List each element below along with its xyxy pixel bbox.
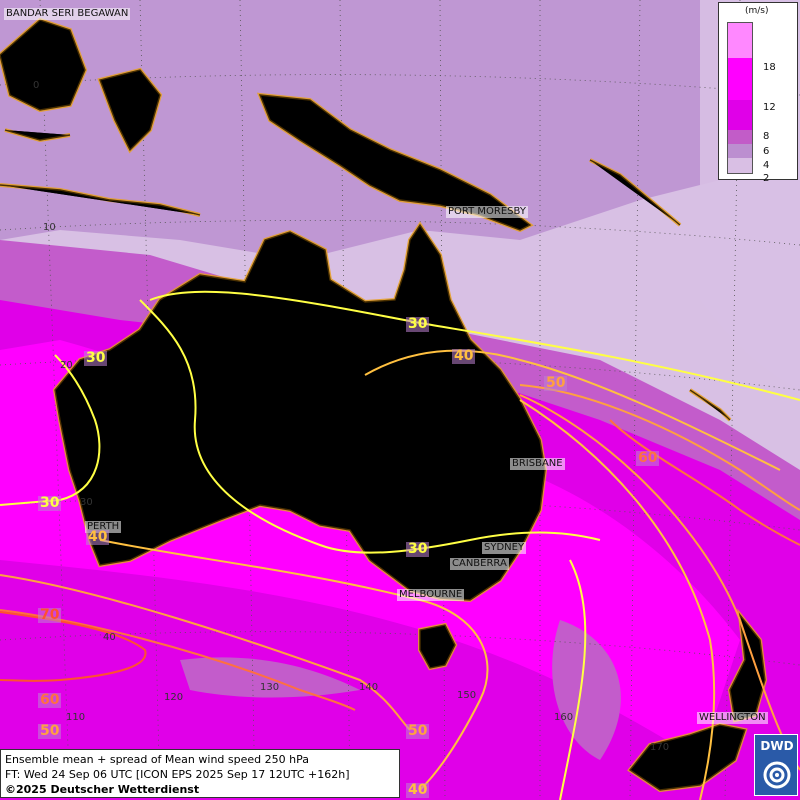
- isotach-30-west: [139, 299, 601, 554]
- lon-label-170: 170: [650, 742, 670, 753]
- legend-tick: 8: [763, 131, 770, 142]
- map-footer: Ensemble mean + spread of Mean wind spee…: [0, 749, 400, 798]
- lon-label-110: 110: [66, 712, 86, 723]
- lon-label-120: 120: [164, 692, 184, 703]
- legend-swatch: [727, 130, 753, 144]
- lat-label-0: 0: [33, 80, 40, 91]
- map-title: Ensemble mean + spread of Mean wind spee…: [5, 753, 309, 766]
- isotach-label-70: 70: [38, 607, 62, 623]
- isotach-50-east: [519, 394, 800, 771]
- isotach-label-40: 40: [452, 348, 476, 364]
- isotach-30-south: [559, 559, 587, 800]
- lat-label-20: 20: [60, 360, 73, 371]
- isotach-40-mid: [99, 539, 489, 791]
- city-canberra: CANBERRA: [450, 558, 509, 570]
- legend-unit: (m/s): [745, 6, 769, 16]
- isotach-label-30: 30: [406, 541, 430, 557]
- logo-text: DWD: [760, 739, 794, 753]
- isotach-label-40: 40: [406, 782, 430, 798]
- forecast-time: FT: Wed 24 Sep 06 UTC [ICON EPS 2025 Sep…: [5, 768, 350, 781]
- copyright: ©2025 Deutscher Wetterdienst: [5, 783, 200, 796]
- isotach-50-west: [0, 574, 411, 731]
- dwd-logo: DWD: [754, 734, 798, 796]
- lon-label-150: 150: [457, 690, 477, 701]
- legend-swatch: [727, 22, 753, 59]
- city-port-moresby: PORT MORESBY: [446, 206, 528, 218]
- color-legend: (m/s) 18 12 8 6 4 2: [718, 2, 798, 184]
- isotach-label-60: 60: [636, 450, 660, 466]
- city-sydney: SYDNEY: [482, 542, 527, 554]
- legend-tick: 12: [763, 102, 776, 113]
- legend-swatch: [727, 158, 753, 174]
- isotach-50-north: [519, 384, 800, 511]
- legend-tick: 6: [763, 146, 770, 157]
- isotach-40-north: [364, 349, 781, 471]
- isotach-60-north: [609, 419, 800, 546]
- lon-label-140: 140: [359, 682, 379, 693]
- legend-swatch: [727, 58, 753, 100]
- isotach-label-60: 60: [38, 692, 62, 708]
- legend-swatch: [727, 144, 753, 158]
- isotach-70: [0, 611, 147, 682]
- isotach-40-east: [519, 399, 716, 800]
- city-bandar-seri-begawan: BANDAR SERI BEGAWAN: [4, 8, 131, 20]
- swirl-icon: [763, 761, 791, 789]
- lat-label-10: 10: [43, 222, 56, 233]
- city-brisbane: BRISBANE: [510, 458, 565, 470]
- lat-label-40: 40: [103, 632, 116, 643]
- legend-tick: 4: [763, 160, 770, 171]
- isotachs: [0, 290, 800, 800]
- city-wellington: WELLINGTON: [697, 712, 768, 724]
- isotach-label-30: 30: [406, 316, 430, 332]
- lat-label-30: 30: [80, 497, 93, 508]
- isotach-30-perth: [0, 354, 101, 506]
- legend-tick: 2: [763, 173, 770, 184]
- legend-swatch: [727, 100, 753, 130]
- city-melbourne: MELBOURNE: [397, 589, 465, 601]
- lon-label-160: 160: [554, 712, 574, 723]
- isotach-label-50: 50: [406, 723, 430, 739]
- legend-tick: 18: [763, 62, 776, 73]
- isotach-label-40: 40: [86, 529, 110, 545]
- isotach-label-30: 30: [38, 495, 62, 511]
- isotach-label-50: 50: [544, 375, 568, 391]
- isotach-label-50: 50: [38, 723, 62, 739]
- isotach-label-30: 30: [84, 350, 108, 366]
- lon-label-130: 130: [260, 682, 280, 693]
